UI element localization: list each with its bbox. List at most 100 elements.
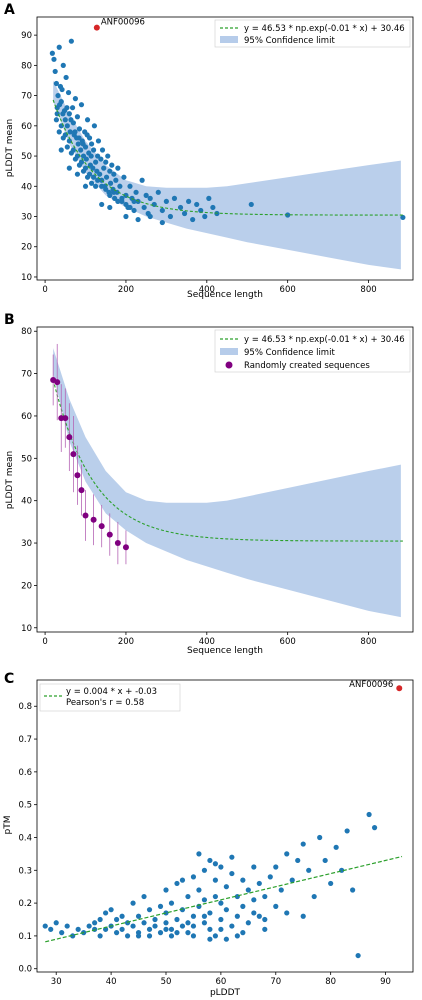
panel-a-data-point: [113, 177, 119, 183]
panel-c-data-point: [328, 880, 334, 887]
panel-c-ytick-label: 0.2: [18, 899, 32, 909]
panel-a-data-point: [206, 195, 212, 201]
panel-b-random-point: [74, 472, 81, 479]
panel-c-data-point: [64, 923, 70, 929]
panel-a-data-point: [103, 186, 109, 192]
panel-a-ytick-label: 20: [21, 243, 32, 253]
panel-b-axes-frame: [36, 326, 414, 633]
panel-a-data-point: [78, 147, 84, 153]
panel-c-data-point: [240, 903, 246, 909]
panel-a-ytick-label: 80: [21, 61, 32, 71]
panel-a-xtick-label: 400: [199, 285, 215, 295]
panel-a-data-point: [99, 147, 106, 153]
panel-c-data-point: [218, 926, 224, 932]
panel-c-data-point: [295, 857, 301, 864]
panel-a-data-point: [80, 168, 87, 174]
panel-c-data-point: [135, 933, 142, 939]
panel-a-data-point: [186, 198, 192, 205]
panel-a-data-point: [72, 129, 78, 135]
panel-c-ytick-label: 0.6: [18, 768, 32, 778]
panel-b-confidence-band: [53, 348, 401, 618]
panel-a-ticks: 0 200 400 600 800 10 20 30 40 50 60 70 80 90: [21, 31, 376, 295]
panel-a-data-point: [98, 156, 104, 162]
panel-c-data-point: [103, 910, 109, 916]
panel-a-data-point: [111, 189, 117, 195]
panel-b-random-point: [106, 531, 113, 538]
panel-a-data-point: [57, 102, 63, 108]
panel-c-data-point: [59, 930, 65, 936]
panel-a-data-point: [115, 198, 121, 205]
panel-a-data-point: [163, 198, 169, 205]
panel-c-data-point: [196, 887, 202, 893]
panel-c-data-point: [207, 910, 213, 916]
panel-a-data-point: [58, 147, 64, 153]
panel-a-data-point: [60, 111, 66, 117]
panel-a-data-point: [119, 195, 125, 201]
panel-a-data-point: [99, 201, 105, 208]
panel-c-data-point: [240, 930, 246, 936]
panel-c-outlier-label: ANF00096: [349, 680, 393, 690]
panel-c-data-point: [185, 920, 191, 926]
panel-c-xlabel: pLDDT: [210, 988, 241, 998]
panel-a-data-point: [210, 204, 216, 211]
panel-c-data-point: [130, 923, 136, 929]
panel-c-data-point: [113, 916, 120, 923]
panel-b-ylabel: pLDDT mean: [5, 451, 15, 509]
panel-a-ytick-label: 70: [21, 92, 32, 102]
panel-a-data-point: [88, 180, 95, 186]
panel-c-data-point: [234, 913, 240, 919]
panel-c-data-point: [53, 920, 59, 926]
panel-c-legend-r-label: Pearson's r = 0.58: [66, 698, 144, 708]
panel-a-data-point: [56, 44, 62, 50]
panel-c-data-point: [42, 923, 48, 929]
panel-letter-b: B: [4, 312, 15, 328]
panel-a-ytick-label: 40: [21, 182, 32, 192]
panel-a-data-point: [53, 80, 60, 87]
panel-c-data-point: [146, 933, 153, 939]
panel-c-data-point: [124, 920, 131, 926]
panel-a-data-point: [115, 165, 121, 171]
panel-a-data-point: [93, 183, 99, 189]
panel-c-data-point: [212, 933, 218, 939]
panel-c-ytick-label: 0.7: [18, 735, 32, 745]
panel-a-data-point: [99, 183, 105, 189]
panel-c-data-point: [207, 936, 213, 942]
panel-a-data-point: [107, 192, 113, 198]
panel-c-data-point: [168, 900, 175, 906]
panel-c-data-point: [355, 952, 361, 959]
panel-a-data-point: [181, 210, 188, 217]
panel-b-xtick-label: 200: [118, 637, 134, 647]
panel-c-ticks: 30 40 50 60 70 80 90 0.0 0.1 0.2 0.3 0.4 0.5 0.6 0.7 0.…: [18, 702, 391, 987]
panel-c-data-point: [92, 926, 98, 932]
panel-a-outlier-point: [93, 24, 100, 31]
panel-c-data-point: [168, 933, 175, 939]
panel-b-legend-band-swatch: [220, 348, 238, 355]
panel-c-data-point: [190, 923, 197, 929]
panel-c-data-point: [70, 933, 76, 939]
panel-c-ytick-label: 0.1: [18, 932, 32, 942]
panel-c-data-point: [218, 916, 224, 923]
panel-a-legend-fit-label: y = 46.53 * np.exp(-0.01 * x) + 30.46: [244, 24, 405, 34]
panel-c-data-point: [256, 913, 262, 919]
panel-c-data-point: [251, 910, 257, 916]
panel-a-data-point: [91, 147, 97, 153]
panel-b-random-point: [70, 451, 77, 458]
panel-c-ytick-label: 0.8: [18, 702, 32, 712]
panel-a-data-point: [109, 162, 115, 168]
panel-c-data-point: [212, 877, 218, 883]
panel-c-data-point: [267, 874, 273, 880]
panel-a-data-point: [90, 165, 96, 171]
panel-c-data-point: [163, 920, 169, 926]
panel-a-data-point: [60, 135, 66, 141]
panel-c-xtick-label: 80: [325, 977, 336, 987]
panel-c-data-point: [174, 880, 180, 887]
panel-a-data-point: [55, 92, 61, 99]
panel-c-data-point: [135, 913, 142, 919]
panel-a-ytick-label: 60: [21, 122, 32, 132]
panel-c-data-point: [185, 893, 191, 900]
panel-c-data-point: [311, 893, 317, 900]
panel-b-ytick-label: 60: [21, 412, 32, 422]
panel-a-ylabel: pLDDT mean: [5, 119, 15, 177]
panel-a-data-point: [72, 156, 79, 162]
panel-b-ytick-label: 40: [21, 497, 32, 507]
